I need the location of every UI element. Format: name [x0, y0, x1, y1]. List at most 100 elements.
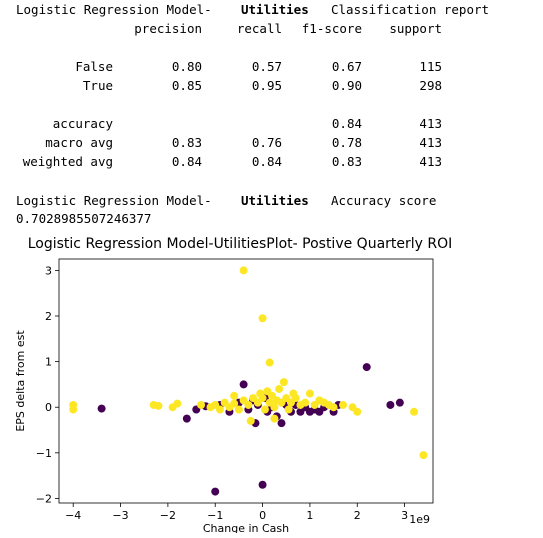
scatter-point-false	[258, 480, 267, 489]
scatter-point-false	[386, 400, 395, 409]
row-precision: 0.83	[171, 135, 202, 150]
scatter-point-true	[239, 266, 248, 275]
scatter-point-true	[154, 401, 163, 410]
scatter-point-true	[301, 398, 310, 407]
y-tick-label: 1	[45, 356, 52, 369]
scatter-point-false	[239, 380, 248, 389]
row-recall: 0.76	[251, 135, 282, 150]
row-recall: 0.84	[251, 154, 282, 169]
x-tick-label: −1	[207, 509, 223, 522]
scatter-point-true	[265, 358, 274, 367]
scatter-point-false	[277, 419, 286, 428]
row-support: 413	[419, 116, 442, 131]
scatter-point-true	[284, 405, 293, 414]
y-axis: −2 −1 0 1 2 3	[36, 264, 59, 505]
scatter-point-true	[234, 405, 243, 414]
scatter-point-false	[395, 398, 404, 407]
scatter-point-true	[339, 400, 348, 409]
report-title: Logistic Regression Model- Utilities Cla…	[0, 0, 489, 19]
scatter-point-false	[211, 487, 220, 496]
x-tick-label: 3	[401, 509, 408, 522]
report-title-prefix: Logistic Regression Model-	[16, 2, 212, 17]
row-label: accuracy	[52, 116, 113, 131]
scatter-point-false	[182, 414, 191, 423]
y-tick-label: 3	[45, 264, 52, 277]
row-f1: 0.84	[331, 116, 362, 131]
scatter-point-true	[260, 405, 269, 414]
x-tick-label: 2	[354, 509, 361, 522]
report-row-weighted-avg: weighted avg 0.84 0.84 0.83 413	[0, 152, 543, 171]
scatter-point-true	[305, 389, 314, 398]
row-recall: 0.57	[251, 59, 282, 74]
plot-frame	[58, 258, 434, 504]
notebook-output: Logistic Regression Model- Utilities Cla…	[0, 0, 543, 228]
scatter-point-true	[270, 414, 279, 423]
scatter-point-true	[230, 391, 239, 400]
scatter-point-true	[173, 399, 182, 408]
scatter-point-true	[353, 407, 362, 416]
y-axis-label: EPS delta from est	[14, 330, 27, 432]
accuracy-score-value: 0.7028985507246377	[16, 211, 152, 226]
scatter-point-true	[258, 314, 267, 323]
scatter-point-true	[410, 407, 419, 416]
row-label: False	[75, 59, 113, 74]
y-tick-label: −1	[36, 447, 52, 460]
row-precision: 0.85	[171, 78, 202, 93]
row-label: macro avg	[45, 135, 113, 150]
x-tick-label: 0	[259, 509, 266, 522]
scatter-point-false	[362, 363, 371, 372]
report-row-true: True 0.85 0.95 0.90 298	[0, 76, 543, 95]
accuracy-title-bold: Utilities	[241, 193, 309, 208]
report-row-macro-avg: macro avg 0.83 0.76 0.78 413	[0, 133, 543, 152]
y-tick-label: −2	[36, 492, 52, 505]
x-axis-label: Change in Cash	[203, 522, 289, 533]
row-support: 413	[419, 154, 442, 169]
x-tick-label: 1	[306, 509, 313, 522]
scatter-point-true	[289, 389, 298, 398]
scatter-plot: Logistic Regression Model-UtilitiesPlot-…	[0, 232, 543, 535]
x-tick-label: −2	[160, 509, 176, 522]
report-title-suffix: Classification report	[331, 2, 490, 17]
report-header-row: precision recall f1-score support	[0, 19, 543, 38]
scatter-point-true	[246, 416, 255, 425]
header-f1-score: f1-score	[301, 21, 362, 36]
row-support: 298	[419, 78, 442, 93]
header-recall: recall	[236, 21, 282, 36]
scatter-chart-svg: Logistic Regression Model-UtilitiesPlot-…	[14, 236, 453, 535]
scatter-point-false	[97, 404, 106, 413]
row-f1: 0.90	[331, 78, 362, 93]
x-axis: −4 −3 −2 −1 0 1 2 3	[65, 503, 408, 522]
scatter-point-true	[279, 378, 288, 387]
row-precision: 0.84	[171, 154, 202, 169]
data-points	[69, 266, 428, 496]
report-row-false: False 0.80 0.57 0.67 115	[0, 57, 543, 76]
row-label: weighted avg	[22, 154, 113, 169]
row-f1: 0.83	[331, 154, 362, 169]
accuracy-score-value-line: 0.7028985507246377	[0, 209, 151, 228]
header-support: support	[389, 21, 442, 36]
row-label: True	[82, 78, 113, 93]
scatter-point-true	[197, 400, 206, 409]
report-row-accuracy: accuracy 0.84 413	[0, 114, 543, 133]
y-tick-label: 0	[45, 401, 52, 414]
x-tick-label: −3	[112, 509, 128, 522]
accuracy-score-title: Logistic Regression Model- Utilities Acc…	[0, 191, 543, 210]
scatter-point-true	[275, 384, 284, 393]
accuracy-title-prefix: Logistic Regression Model-	[16, 193, 212, 208]
row-support: 413	[419, 135, 442, 150]
x-scale-note: 1e9	[409, 513, 430, 526]
row-support: 115	[419, 59, 442, 74]
scatter-point-true	[270, 403, 279, 412]
y-tick-label: 2	[45, 310, 52, 323]
x-tick-label: −4	[65, 509, 81, 522]
scatter-point-true	[215, 405, 224, 414]
header-precision: precision	[134, 21, 202, 36]
scatter-point-true	[230, 399, 239, 408]
accuracy-title-suffix: Accuracy score	[331, 193, 437, 208]
chart-title: Logistic Regression Model-UtilitiesPlot-…	[28, 236, 453, 252]
row-recall: 0.95	[251, 78, 282, 93]
row-precision: 0.80	[171, 59, 202, 74]
report-title-bold: Utilities	[241, 2, 309, 17]
row-f1: 0.67	[331, 59, 362, 74]
scatter-point-true	[69, 405, 78, 414]
